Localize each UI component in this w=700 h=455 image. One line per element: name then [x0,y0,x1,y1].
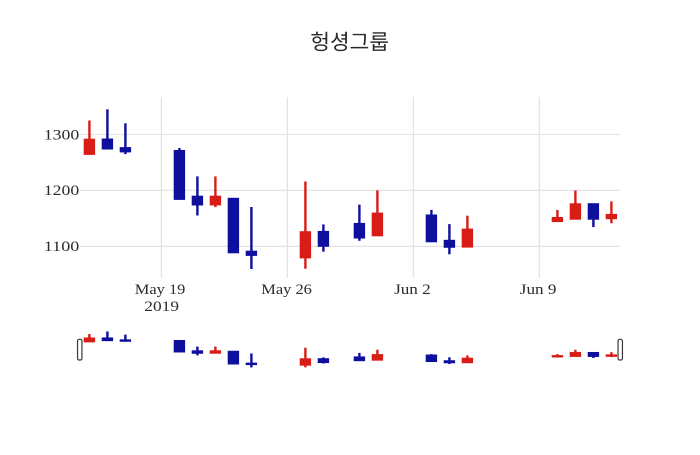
svg-text:2019: 2019 [144,299,179,315]
svg-text:1200: 1200 [44,183,80,199]
svg-text:Jun 2: Jun 2 [394,282,431,298]
svg-text:May 26: May 26 [261,282,312,298]
svg-text:1300: 1300 [44,127,80,143]
svg-text:1100: 1100 [44,239,80,255]
svg-text:May 19: May 19 [135,282,186,298]
svg-text:Jun 9: Jun 9 [520,282,557,298]
